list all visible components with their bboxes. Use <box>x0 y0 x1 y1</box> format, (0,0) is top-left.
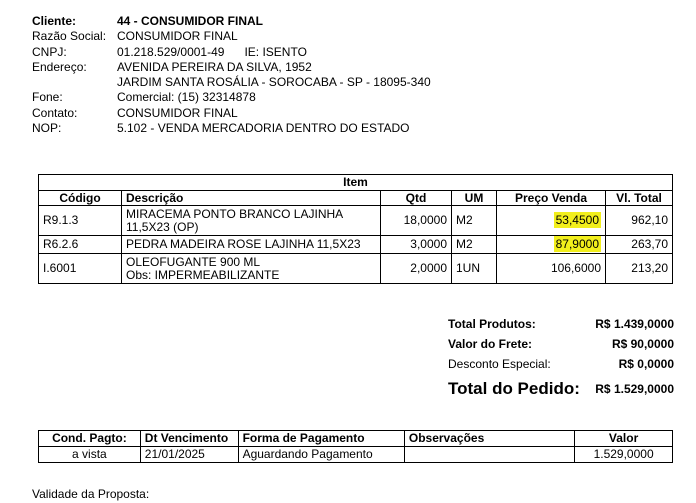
total-cell: 263,70 <box>605 235 673 254</box>
total-produtos-row: Total Produtos: R$ 1.439,0000 <box>448 317 674 337</box>
validade-label: Validade da Proposta: <box>32 487 150 501</box>
total-produtos-value: R$ 1.439,0000 <box>595 317 674 331</box>
razao-value: CONSUMIDOR FINAL <box>117 29 238 44</box>
preco-highlight: 87,9000 <box>553 236 601 252</box>
codigo-cell: I.6001 <box>38 253 122 284</box>
fone-label: Fone: <box>32 90 63 105</box>
codigo-cell: R9.1.3 <box>38 205 122 236</box>
client-info: Cliente: 44 - CONSUMIDOR FINAL Razão Soc… <box>32 14 431 136</box>
table-row: R6.2.6 PEDRA MADEIRA ROSE LAJINHA 11,5X2… <box>38 235 673 254</box>
col-dt-vencimento: Dt Vencimento <box>139 430 239 447</box>
endereco-label: Endereço: <box>32 59 87 74</box>
nop-row: NOP: 5.102 - VENDA MERCADORIA DENTRO DO … <box>32 121 431 136</box>
valor-cell: 1.529,0000 <box>574 446 673 463</box>
col-cond-pagto: Cond. Pagto: <box>38 430 141 447</box>
razao-row: Razão Social: CONSUMIDOR FINAL <box>32 29 431 44</box>
forma-cell: Aguardando Pagamento <box>237 446 405 463</box>
total-produtos-label: Total Produtos: <box>448 317 536 331</box>
nop-label: NOP: <box>32 121 62 136</box>
col-valor: Valor <box>574 430 673 447</box>
frete-row: Valor do Frete: R$ 90,0000 <box>448 337 674 357</box>
total-cell: 962,10 <box>605 205 673 236</box>
contato-row: Contato: CONSUMIDOR FINAL <box>32 106 431 121</box>
preco-highlight: 53,4500 <box>553 212 601 228</box>
qtd-cell: 18,0000 <box>380 205 452 236</box>
descricao-cell: PEDRA MADEIRA ROSE LAJINHA 11,5X23 <box>121 235 381 254</box>
table-row: R9.1.3 MIRACEMA PONTO BRANCO LAJINHA 11,… <box>38 205 673 236</box>
preco-cell: 87,9000 <box>496 235 606 254</box>
payment-table: Cond. Pagto: Dt Vencimento Forma de Paga… <box>38 430 673 463</box>
descricao-cell: MIRACEMA PONTO BRANCO LAJINHA 11,5X23 (O… <box>121 205 381 236</box>
col-um: UM <box>451 190 497 206</box>
endereco-row: Endereço: AVENIDA PEREIRA DA SILVA, 1952 <box>32 60 431 75</box>
descricao-line: MIRACEMA PONTO BRANCO LAJINHA <box>126 206 344 221</box>
endereco-row-2: JARDIM SANTA ROSÁLIA - SOROCABA - SP - 1… <box>32 75 431 90</box>
col-total: Vl. Total <box>605 190 673 206</box>
desconto-label: Desconto Especial: <box>448 357 551 371</box>
fone-value: Comercial: (15) 32314878 <box>117 90 256 105</box>
col-preco: Preço Venda <box>496 190 606 206</box>
table-row: I.6001 OLEOFUGANTE 900 ML Obs: IMPERMEAB… <box>38 253 673 284</box>
items-table: Item Código Descrição Qtd UM Preço Venda… <box>38 174 673 284</box>
col-observacoes: Observações <box>403 430 576 447</box>
ie-label: IE: <box>244 44 260 59</box>
cond-cell: a vista <box>38 446 141 463</box>
venc-cell: 21/01/2025 <box>139 446 239 463</box>
totals-block: Total Produtos: R$ 1.439,0000 Valor do F… <box>448 317 674 401</box>
nop-value: 5.102 - VENDA MERCADORIA DENTRO DO ESTAD… <box>117 121 410 136</box>
total-cell: 213,20 <box>605 253 673 284</box>
um-cell: M2 <box>451 235 497 254</box>
contato-label: Contato: <box>32 105 78 120</box>
items-caption: Item <box>38 174 673 191</box>
cnpj-label: CNPJ: <box>32 44 67 59</box>
um-cell: 1UN <box>451 253 497 284</box>
fone-row: Fone: Comercial: (15) 32314878 <box>32 90 431 105</box>
cnpj-row: CNPJ: 01.218.529/0001-49 IE: ISENTO <box>32 45 431 60</box>
col-codigo: Código <box>38 190 122 206</box>
descricao-line: 11,5X23 (OP) <box>126 219 199 234</box>
cliente-value: 44 - CONSUMIDOR FINAL <box>117 14 264 28</box>
descricao-line: Obs: IMPERMEABILIZANTE <box>126 267 280 282</box>
col-forma-pagamento: Forma de Pagamento <box>237 430 405 447</box>
descricao-cell: OLEOFUGANTE 900 ML Obs: IMPERMEABILIZANT… <box>121 253 381 284</box>
ie-value: ISENTO <box>262 44 307 59</box>
frete-label: Valor do Frete: <box>448 337 533 351</box>
preco-cell: 53,4500 <box>496 205 606 236</box>
total-pedido-row: Total do Pedido: R$ 1.529,0000 <box>448 377 674 401</box>
total-pedido-value: R$ 1.529,0000 <box>595 382 674 396</box>
preco-cell: 106,6000 <box>496 253 606 284</box>
contato-value: CONSUMIDOR FINAL <box>117 105 238 120</box>
qtd-cell: 3,0000 <box>380 235 452 254</box>
frete-value: R$ 90,0000 <box>611 337 674 351</box>
table-row: a vista 21/01/2025 Aguardando Pagamento … <box>38 446 673 463</box>
endereco-line1: AVENIDA PEREIRA DA SILVA, 1952 <box>117 59 312 74</box>
spacer <box>32 75 117 90</box>
total-pedido-label: Total do Pedido: <box>448 379 580 398</box>
cnpj-value: 01.218.529/0001-49 <box>117 44 225 59</box>
cliente-row: Cliente: 44 - CONSUMIDOR FINAL <box>32 14 431 29</box>
descricao-line: OLEOFUGANTE 900 ML <box>126 254 261 269</box>
desconto-row: Desconto Especial: R$ 0,0000 <box>448 357 674 377</box>
codigo-cell: R6.2.6 <box>38 235 122 254</box>
col-descricao: Descrição <box>121 190 381 206</box>
um-cell: M2 <box>451 205 497 236</box>
razao-label: Razão Social: <box>32 29 107 44</box>
qtd-cell: 2,0000 <box>380 253 452 284</box>
obs-cell <box>403 446 576 463</box>
endereco-line2: JARDIM SANTA ROSÁLIA - SOROCABA - SP - 1… <box>117 75 431 90</box>
desconto-value: R$ 0,0000 <box>618 357 674 371</box>
col-qtd: Qtd <box>380 190 452 206</box>
cliente-label: Cliente: <box>32 14 77 28</box>
